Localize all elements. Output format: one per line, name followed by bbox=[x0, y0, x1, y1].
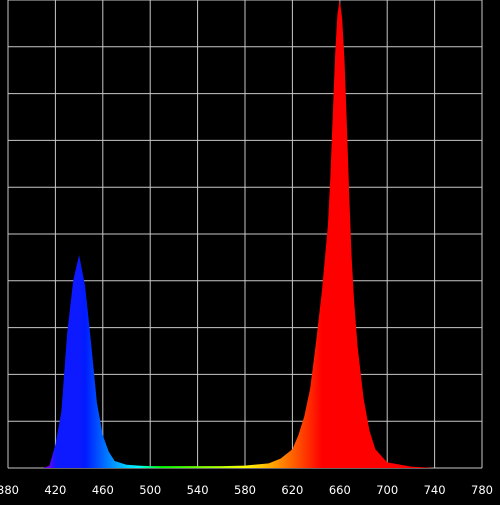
x-tick-label: 620 bbox=[281, 483, 303, 497]
x-tick-label: 780 bbox=[471, 483, 493, 497]
x-tick-label: 500 bbox=[139, 483, 161, 497]
x-tick-label: 700 bbox=[376, 483, 398, 497]
x-axis: 380 420 460 500 540 580 620 660 700 740 780 bbox=[0, 483, 493, 497]
x-tick-label: 660 bbox=[329, 483, 351, 497]
x-tick-label: 580 bbox=[234, 483, 256, 497]
x-tick-label: 540 bbox=[187, 483, 209, 497]
x-tick-label: 740 bbox=[424, 483, 446, 497]
x-tick-label: 460 bbox=[92, 483, 114, 497]
x-tick-label: 420 bbox=[44, 483, 66, 497]
x-tick-label: 380 bbox=[0, 483, 19, 497]
